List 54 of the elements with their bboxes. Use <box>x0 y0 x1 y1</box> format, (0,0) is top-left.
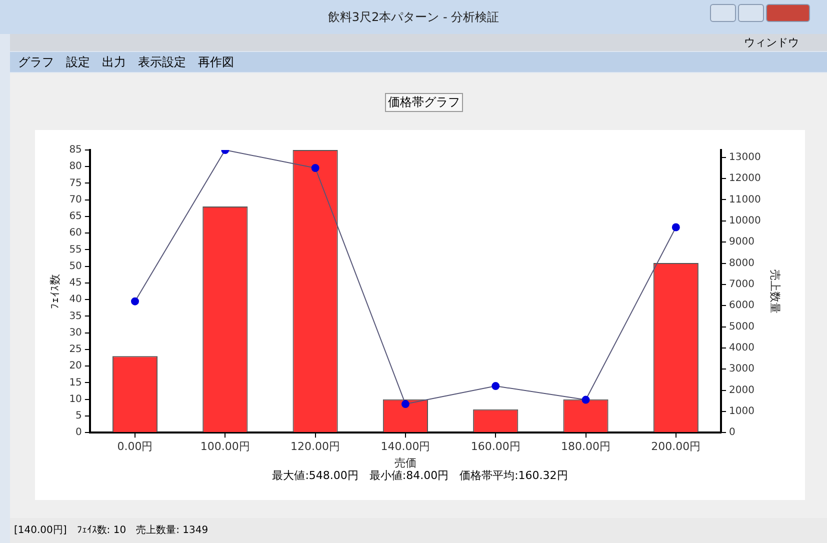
y2-tick-label: 13000 <box>728 152 761 164</box>
x-tick-label: 200.00円 <box>651 440 701 454</box>
point <box>131 297 139 306</box>
x-tick-label: 140.00円 <box>380 440 430 454</box>
point <box>672 223 680 232</box>
y2-axis-title: 売上数量 <box>768 269 782 314</box>
text: グラフ 設定 出力 表示設定 再作図 <box>10 52 827 72</box>
y-tick-label: 80 <box>69 161 82 172</box>
y2-tick-label: 12000 <box>728 173 761 184</box>
point <box>582 396 590 404</box>
point <box>401 400 410 408</box>
x-axis-title: 売価 <box>394 456 416 470</box>
y-tick-label: 30 <box>69 327 82 338</box>
y2-tick-label: 6000 <box>728 300 754 312</box>
x-tick-label: 180.00円 <box>561 440 611 454</box>
text: ウィンドウ <box>744 36 799 50</box>
y-tick-label: 65 <box>69 211 82 222</box>
y2-tick-label: 0 <box>728 427 736 438</box>
y2-tick-label: 1000 <box>728 406 754 418</box>
x-tick-label: 100.00円 <box>200 440 250 454</box>
y-tick-label: 50 <box>69 260 82 272</box>
point <box>311 164 320 172</box>
y-tick-label: 0 <box>76 427 82 438</box>
y2-tick-label: 11000 <box>728 194 761 206</box>
chart-title: 価格帯グラフ <box>385 93 463 112</box>
y-tick-label: 85 <box>69 144 82 156</box>
y2-tick-label: 10000 <box>728 216 761 227</box>
text: 飲料3尺2本パターン - 分析検証 <box>0 0 827 34</box>
y-tick-label: 10 <box>69 394 82 405</box>
y2-tick-label: 5000 <box>728 321 754 332</box>
text: [140.00円] ﾌｪｲｽ数: 10 売上数量: 1349 <box>10 518 827 543</box>
x-tick-label: 120.00円 <box>290 440 340 454</box>
y-tick-label: 5 <box>76 410 82 422</box>
y-tick-label: 75 <box>69 178 82 189</box>
y-tick-label: 40 <box>69 294 82 306</box>
y-tick-label: 70 <box>69 194 82 206</box>
text: 最大値:548.00円 最小値:84.00円 価格帯平均:160.32円 <box>271 468 569 483</box>
y-tick-label: 20 <box>69 360 82 372</box>
y2-tick-label: 2000 <box>728 384 754 396</box>
x-tick-label: 0.00円 <box>117 440 153 454</box>
y2-tick-label: 8000 <box>728 258 754 269</box>
y-tick-label: 35 <box>69 310 82 322</box>
y-tick-label: 55 <box>69 244 82 256</box>
point <box>492 382 500 390</box>
y-tick-label: 25 <box>69 344 82 356</box>
y2-tick-label: 4000 <box>728 342 754 354</box>
y2-tick-label: 9000 <box>728 236 754 248</box>
y-tick-label: 45 <box>69 278 82 289</box>
y2-tick-label: 7000 <box>728 279 754 290</box>
y-axis-title: ﾌｪｲｽ数 <box>48 274 62 309</box>
y2-tick-label: 3000 <box>728 364 754 375</box>
x-tick-label: 160.00円 <box>470 440 520 454</box>
y-tick-label: 15 <box>69 377 82 388</box>
y-tick-label: 60 <box>69 228 82 239</box>
